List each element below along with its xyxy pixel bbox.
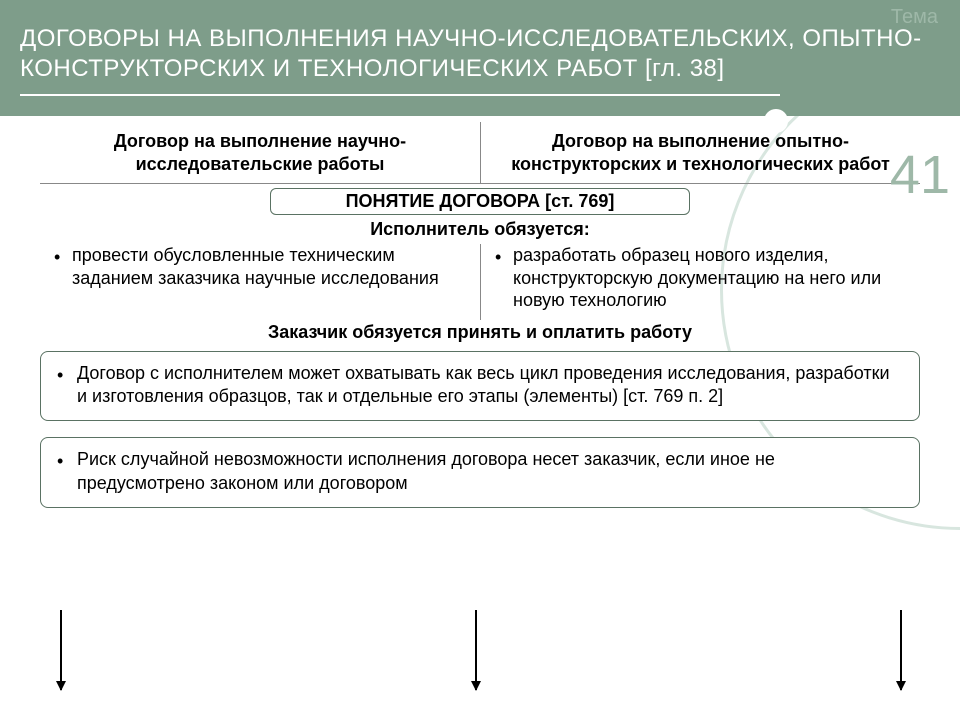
- down-arrows-group: [0, 610, 960, 710]
- risk-note-box: • Риск случайной невозможности исполнени…: [40, 437, 920, 508]
- slide-number: 41: [890, 144, 950, 206]
- left-obligation-text: провести обусловленные техническим задан…: [72, 244, 466, 289]
- left-obligation: • провести обусловленные техническим зад…: [40, 244, 480, 320]
- scope-note-text: Договор с исполнителем может охватывать …: [77, 362, 903, 409]
- obligation-columns: • провести обусловленные техническим зад…: [40, 244, 920, 320]
- slide-title: ДОГОВОРЫ НА ВЫПОЛНЕНИЯ НАУЧНО-ИССЛЕДОВАТ…: [20, 24, 940, 84]
- slide-header: ДОГОВОРЫ НА ВЫПОЛНЕНИЯ НАУЧНО-ИССЛЕДОВАТ…: [0, 0, 960, 116]
- down-arrow-icon: [60, 610, 62, 690]
- concept-box: ПОНЯТИЕ ДОГОВОРА [ст. 769]: [270, 188, 690, 215]
- scope-note-box: • Договор с исполнителем может охватыват…: [40, 351, 920, 422]
- bullet-icon: •: [495, 244, 501, 312]
- right-obligation-text: разработать образец нового изделия, конс…: [513, 244, 906, 312]
- right-obligation: • разработать образец нового изделия, ко…: [480, 244, 920, 320]
- bullet-icon: •: [57, 448, 63, 495]
- column-headers: Договор на выполнение научно-исследовате…: [40, 122, 920, 184]
- tema-label: Тема: [891, 6, 938, 29]
- customer-obligation-heading: Заказчик обязуется принять и оплатить ра…: [40, 322, 920, 343]
- slide-content: Договор на выполнение научно-исследовате…: [0, 116, 960, 508]
- bullet-icon: •: [57, 362, 63, 409]
- down-arrow-icon: [475, 610, 477, 690]
- left-column-head: Договор на выполнение научно-исследовате…: [40, 122, 480, 183]
- down-arrow-icon: [900, 610, 902, 690]
- bullet-icon: •: [54, 244, 60, 289]
- title-underline: [20, 94, 780, 96]
- risk-note-text: Риск случайной невозможности исполнения …: [77, 448, 903, 495]
- executor-obligation-heading: Исполнитель обязуется:: [40, 219, 920, 240]
- right-column-head: Договор на выполнение опытно-конструктор…: [480, 122, 920, 183]
